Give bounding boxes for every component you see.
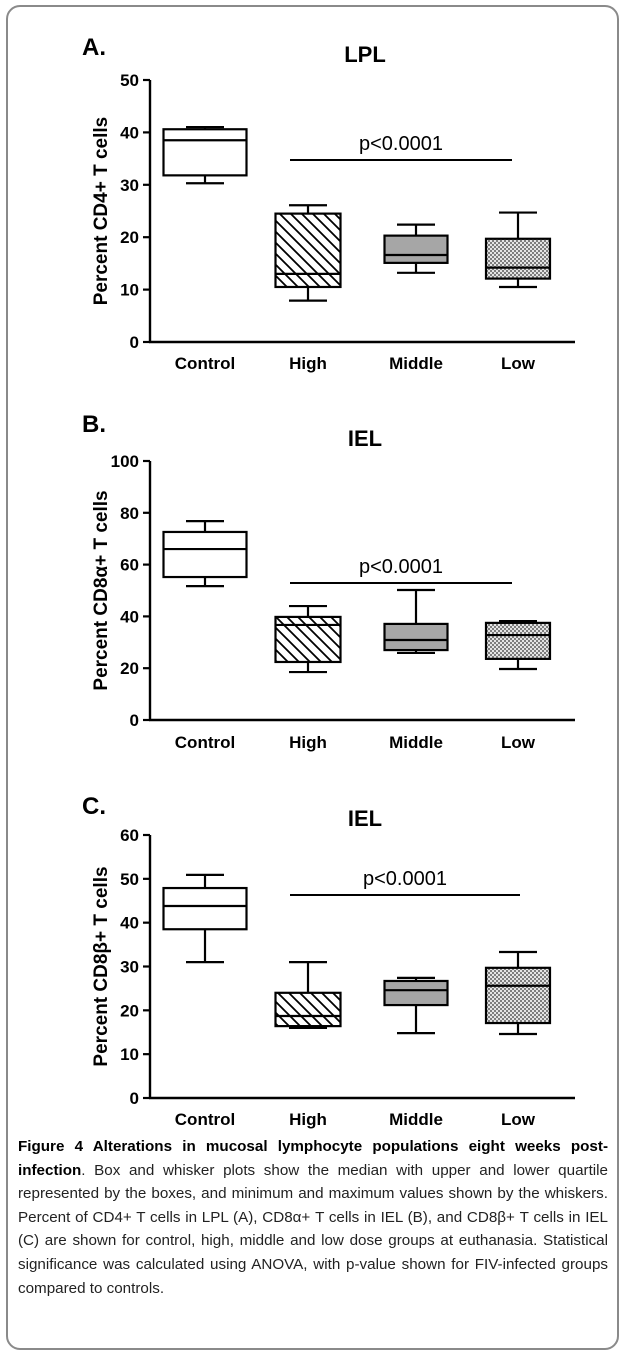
x-tick-label: High — [289, 354, 327, 373]
y-tick-label: 0 — [130, 1089, 139, 1108]
x-tick-label: Low — [501, 354, 536, 373]
box-middle — [383, 223, 449, 274]
y-axis-label: Percent CD8α+ T cells — [91, 490, 112, 690]
box-control — [162, 519, 248, 588]
figure-charts: A. LPL Percent CD4+ T cells 0 10 20 30 40 50 Cont… — [82, 34, 575, 1129]
y-tick-label: 20 — [120, 228, 139, 247]
x-tick-label: Middle — [389, 1110, 443, 1129]
chart-panel-a: A. LPL Percent CD4+ T cells 0 10 20 30 40 50 Cont… — [82, 34, 575, 373]
x-tick-label: Control — [175, 354, 235, 373]
y-tick-label: 0 — [130, 711, 139, 730]
box-high — [274, 604, 342, 674]
box-control — [162, 126, 248, 185]
y-tick-label: 40 — [120, 123, 139, 142]
box-iqr — [383, 979, 449, 1007]
panel-label: C. — [82, 793, 106, 820]
y-tick-label: 30 — [120, 176, 139, 195]
caption-body: . Box and whisker plots show the median … — [18, 1161, 608, 1297]
y-tick-label: 0 — [130, 333, 139, 352]
box-iqr — [383, 234, 449, 264]
y-axis-label: Percent CD8β+ T cells — [91, 866, 112, 1066]
chart-panel-b: B. IEL Percent CD8α+ T cells 0 20 40 60 80 100 Co… — [82, 411, 575, 752]
p-value-label: p<0.0001 — [363, 868, 447, 890]
box-iqr — [162, 530, 248, 579]
chart-title: IEL — [348, 806, 382, 831]
y-tick-label: 50 — [120, 870, 139, 889]
p-value-label: p<0.0001 — [359, 133, 443, 155]
y-tick-label: 10 — [120, 1045, 139, 1064]
p-value-label: p<0.0001 — [359, 556, 443, 578]
box-iqr — [162, 128, 248, 177]
chart-title: LPL — [344, 42, 386, 67]
panel-label: B. — [82, 411, 106, 438]
x-tick-label: Middle — [389, 354, 443, 373]
y-tick-label: 60 — [120, 826, 139, 845]
box-low — [484, 950, 552, 1036]
y-tick-label: 60 — [120, 556, 139, 575]
panel-label: A. — [82, 34, 106, 61]
box-iqr — [274, 991, 342, 1028]
box-middle — [383, 588, 449, 655]
x-tick-label: High — [289, 733, 327, 752]
y-axis-label: Percent CD4+ T cells — [91, 117, 112, 306]
box-control — [162, 873, 248, 964]
y-tick-label: 40 — [120, 914, 139, 933]
box-iqr — [484, 966, 552, 1025]
chart-title: IEL — [348, 426, 382, 451]
box-iqr — [383, 622, 449, 652]
caption-heading: Figure 4 Alterations in mucosal lymphocy… — [18, 1138, 608, 1179]
x-tick-label: Low — [501, 1110, 536, 1129]
x-tick-label: Low — [501, 733, 536, 752]
x-tick-label: Control — [175, 1110, 235, 1129]
box-iqr — [484, 237, 552, 280]
box-high — [274, 204, 342, 302]
x-tick-label: Middle — [389, 733, 443, 752]
x-tick-label: Control — [175, 733, 235, 752]
y-tick-label: 100 — [111, 452, 139, 471]
y-tick-label: 80 — [120, 504, 139, 523]
figure-caption: Figure 4 Alterations in mucosal lymphocy… — [18, 1135, 608, 1300]
box-iqr — [274, 615, 342, 664]
y-tick-label: 20 — [120, 1001, 139, 1020]
y-tick-label: 50 — [120, 71, 139, 90]
y-tick-label: 10 — [120, 281, 139, 300]
box-iqr — [162, 886, 248, 931]
x-tick-label: High — [289, 1110, 327, 1129]
box-low — [484, 619, 552, 671]
box-iqr — [274, 212, 342, 289]
box-iqr — [484, 621, 552, 660]
y-tick-label: 40 — [120, 607, 139, 626]
chart-panel-c: C. IEL Percent CD8β+ T cells 0 10 20 30 40 50 60 C… — [82, 793, 575, 1129]
box-high — [274, 961, 342, 1029]
figure-frame — [6, 5, 619, 1350]
y-tick-label: 20 — [120, 659, 139, 678]
box-low — [484, 211, 552, 289]
y-tick-label: 30 — [120, 958, 139, 977]
box-middle — [383, 976, 449, 1035]
